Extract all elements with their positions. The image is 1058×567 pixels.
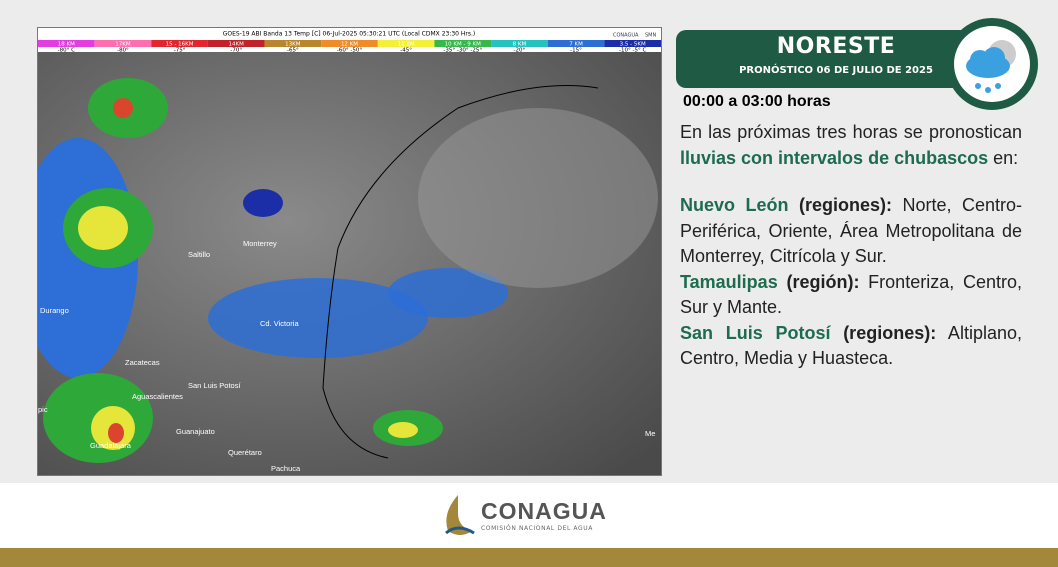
satellite-map: 18 KM -80° C 17KM -80° 15 - 16KM -75° 14KM -70°… [37, 27, 662, 476]
text: En las próximas tres horas se pronostica… [680, 122, 1022, 142]
legend-temp: -70° [230, 48, 242, 54]
region-item: Nuevo León (regiones): Norte, Centro-Per… [680, 193, 1022, 270]
coastline [322, 247, 389, 459]
legend-swatch [151, 40, 208, 47]
legend-swatch [547, 40, 605, 47]
city-label: Durango [40, 306, 69, 315]
legend-km: 14KM [229, 42, 245, 48]
satellite-image: 18 KM-80° C 17KM-80° 15 - 16KM-75° 14KM-70°… [38, 28, 661, 475]
legend-temp: -80° [117, 48, 129, 54]
city-label: Guanajuato [176, 427, 215, 436]
city-label: Saltillo [188, 250, 210, 259]
weather-icon [946, 18, 1038, 110]
legend-temp: -60° -50° [337, 48, 362, 54]
region-qualifier: (región): [777, 271, 860, 292]
legend-temp: -75° [174, 48, 186, 54]
legend-km: 13KM [285, 42, 301, 48]
legend-swatch [207, 40, 265, 47]
legend-km: 11 KM [398, 42, 415, 48]
highlight: lluvias con intervalos de chubascos [680, 147, 989, 168]
legend-swatch [321, 40, 378, 47]
legend-km: 12 KM [341, 42, 358, 48]
legend-temp: -45° [400, 48, 412, 54]
legend-swatch [264, 40, 322, 47]
region-name: Nuevo León [680, 195, 789, 215]
region-name: San Luis Potosí [680, 322, 831, 343]
footer-bar [0, 548, 1058, 567]
forecast-date: PRONÓSTICO 06 DE JULIO DE 2025 [739, 65, 933, 76]
forecast-text: En las próximas tres horas se pronostica… [680, 120, 1022, 372]
legend-temp: -10° -5° C [619, 48, 646, 54]
city-label: Pachuca [271, 464, 301, 473]
city-label: Guadalajara [90, 441, 132, 450]
legend-temp: -20° [514, 48, 526, 54]
coastline [337, 85, 599, 249]
cloud-blobs [38, 78, 658, 463]
legend-swatch [491, 40, 548, 47]
region-text: Norte, Centro-Periférica, Oriente, Área … [680, 195, 1022, 266]
legend-swatch [38, 40, 95, 47]
city-label: Querétaro [228, 448, 262, 457]
footer: CONAGUA COMISIÓN NACIONAL DEL AGUA [0, 483, 1058, 548]
legend-temp: -15° [570, 48, 582, 54]
region-item: San Luis Potosí (regiones): Altiplano, C… [680, 321, 1022, 372]
city-label: Cd. Victoria [260, 319, 299, 328]
legend-km: 3.5 - 5KM [620, 42, 646, 48]
weather-icon-graphic [954, 26, 1030, 102]
legend-swatch [377, 40, 435, 47]
brand: CONAGUA [481, 498, 607, 524]
legend-swatch [94, 40, 152, 47]
brand-subtitle: COMISIÓN NACIONAL DEL AGUA [481, 525, 593, 532]
satellite-logo: SMN [645, 33, 656, 39]
region-item: Tamaulipas (región): Fronteriza, Centro,… [680, 270, 1022, 321]
panel-header: NORESTE PRONÓSTICO 06 DE JULIO DE 2025 [676, 30, 996, 88]
legend-km: 15 - 16KM [166, 42, 194, 48]
legend-km: 17KM [115, 42, 131, 48]
city-label: Me [645, 429, 655, 438]
intro: En las próximas tres horas se pronostica… [680, 120, 1022, 171]
region-title: NORESTE [776, 34, 896, 59]
city-label: Aguascalientes [132, 392, 183, 401]
region-qualifier: (regiones): [788, 195, 892, 215]
region-qualifier: (regiones): [830, 322, 937, 343]
region-name: Tamaulipas [680, 271, 778, 292]
legend-swatch [434, 40, 492, 47]
city-label: Monterrey [243, 239, 277, 248]
legend-swatch [604, 40, 661, 47]
legend-temp: -65° [287, 48, 299, 54]
legend-temp: -35° -30° -25° [443, 48, 482, 54]
legend-km: 10 KM - 9 KM [445, 42, 481, 48]
legend-km: 7 KM [569, 42, 583, 48]
legend-km: 18 KM [58, 42, 75, 48]
city-label: San Luis Potosí [188, 381, 241, 390]
city-label: Zacatecas [125, 358, 160, 367]
conagua-logo [445, 495, 475, 535]
satellite-title: GOES-19 ABI Banda 13 Temp [C] 06-Jul-202… [223, 31, 476, 38]
city-label: pic [38, 405, 48, 414]
period: 00:00 a 03:00 horas [683, 93, 831, 110]
satellite-logo: CONAGUA [613, 33, 639, 39]
text: en: [988, 147, 1019, 168]
legend-km: 8 KM [513, 42, 527, 48]
region-text: Altiplano, Centro, Media y Huasteca. [680, 322, 1022, 369]
region-text: Fronteriza, Centro, Sur y Mante. [680, 271, 1022, 318]
legend-temp: -80° C [58, 48, 75, 54]
